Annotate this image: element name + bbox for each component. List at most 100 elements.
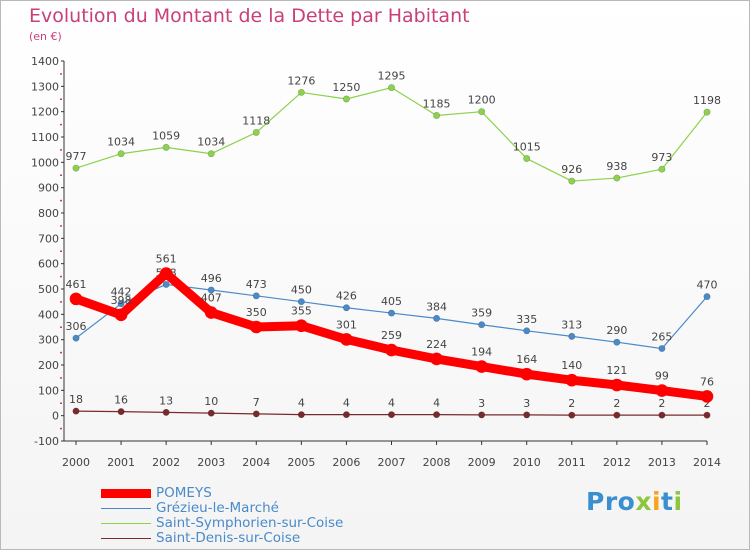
data-label: 16 (114, 394, 128, 407)
data-label: 426 (336, 290, 357, 303)
data-label: 1034 (107, 136, 135, 149)
y-minor-tick (60, 174, 62, 176)
data-label: 1198 (693, 94, 721, 107)
data-label: 164 (516, 353, 537, 366)
legend-swatch (101, 522, 151, 525)
data-label: 3 (523, 397, 530, 410)
data-label: 4 (388, 397, 395, 410)
y-minor-tick (60, 225, 62, 227)
x-tick-label: 2000 (62, 456, 90, 469)
y-tick-label: -100 (34, 435, 59, 448)
data-label: 290 (606, 324, 627, 337)
data-label: 355 (291, 305, 312, 318)
data-label: 1200 (468, 94, 496, 107)
data-label: 926 (561, 163, 582, 176)
data-label: 4 (343, 397, 350, 410)
unit-label: (en €) (29, 30, 62, 43)
y-tick-label: 900 (38, 182, 59, 195)
y-tick-label: 400 (38, 308, 59, 321)
legend-swatch (101, 507, 151, 510)
data-label: 18 (69, 393, 83, 406)
data-label: 384 (426, 300, 447, 313)
y-tick-label: 500 (38, 283, 59, 296)
x-tick-label: 2002 (152, 456, 180, 469)
data-label: 405 (381, 295, 402, 308)
data-point (433, 411, 441, 419)
data-label: 496 (201, 272, 222, 285)
data-point (385, 343, 398, 357)
x-tick-label: 2011 (558, 456, 586, 469)
y-tick-label: 1300 (31, 80, 59, 93)
data-point (613, 338, 621, 346)
legend-label: Saint-Denis-sur-Coise (156, 530, 301, 546)
data-label: 1295 (378, 70, 406, 83)
y-minor-tick (60, 123, 62, 126)
data-label: 407 (201, 292, 222, 305)
data-point (340, 333, 353, 346)
data-label: 335 (516, 313, 537, 326)
x-tick-label: 2013 (648, 456, 676, 469)
data-label: 977 (66, 150, 87, 163)
data-label: 224 (426, 338, 447, 351)
data-point (658, 165, 666, 173)
y-minor-tick (60, 326, 62, 328)
x-tick-label: 2008 (423, 456, 451, 469)
y-tick-label: 0 (52, 410, 59, 423)
y-tick-label: 300 (38, 334, 59, 347)
data-point (475, 360, 488, 373)
x-tick-label: 2006 (332, 456, 360, 469)
y-minor-tick (60, 98, 62, 100)
y-tick-label: 800 (38, 207, 59, 220)
data-label: 99 (655, 370, 669, 383)
data-point (117, 150, 125, 158)
data-point (207, 409, 215, 417)
chart-title: Evolution du Montant de la Dette par Hab… (29, 5, 470, 27)
x-tick-label: 2003 (197, 456, 225, 469)
y-minor-tick (60, 275, 62, 278)
y-minor-tick (60, 73, 62, 75)
legend-label: Grézieu-le-Marché (156, 500, 279, 516)
x-tick-label: 2001 (107, 456, 135, 469)
legend-label: Saint-Symphorien-sur-Coise (156, 515, 344, 531)
y-tick-label: 1100 (31, 131, 59, 144)
data-label: 121 (606, 364, 627, 377)
data-label: 10 (204, 395, 218, 408)
data-point (565, 373, 579, 387)
legend-item: Saint-Symphorien-sur-Coise (101, 516, 343, 531)
data-label: 398 (111, 294, 132, 307)
data-point (520, 367, 534, 381)
data-label: 442 (111, 286, 132, 299)
data-point (568, 177, 576, 185)
data-label: 1185 (423, 97, 451, 110)
data-point (387, 309, 395, 317)
data-point (478, 108, 486, 116)
x-tick-label: 2010 (513, 456, 541, 469)
data-point (72, 164, 80, 172)
data-label: 1059 (152, 129, 180, 142)
data-point (162, 280, 170, 288)
data-label: 1250 (332, 81, 360, 94)
data-point (655, 384, 669, 397)
data-label: 313 (561, 318, 582, 331)
data-label: 561 (156, 253, 177, 266)
y-minor-tick (60, 149, 62, 151)
data-point (207, 286, 215, 294)
data-label: 259 (381, 329, 402, 342)
data-point (117, 408, 125, 416)
data-point (430, 352, 443, 366)
x-tick-label: 2007 (378, 456, 406, 469)
data-point (433, 111, 441, 119)
legend-item: POMEYS (101, 486, 343, 501)
data-point (613, 174, 621, 182)
y-minor-tick (60, 351, 62, 354)
data-point (162, 143, 170, 151)
data-label: 301 (336, 318, 357, 331)
data-label: 473 (246, 278, 267, 291)
y-tick-label: 1400 (31, 55, 59, 68)
y-minor-tick (60, 250, 62, 252)
data-label: 3 (478, 397, 485, 410)
y-minor-tick (60, 427, 62, 430)
data-point (249, 320, 263, 334)
data-label: 7 (253, 396, 260, 409)
